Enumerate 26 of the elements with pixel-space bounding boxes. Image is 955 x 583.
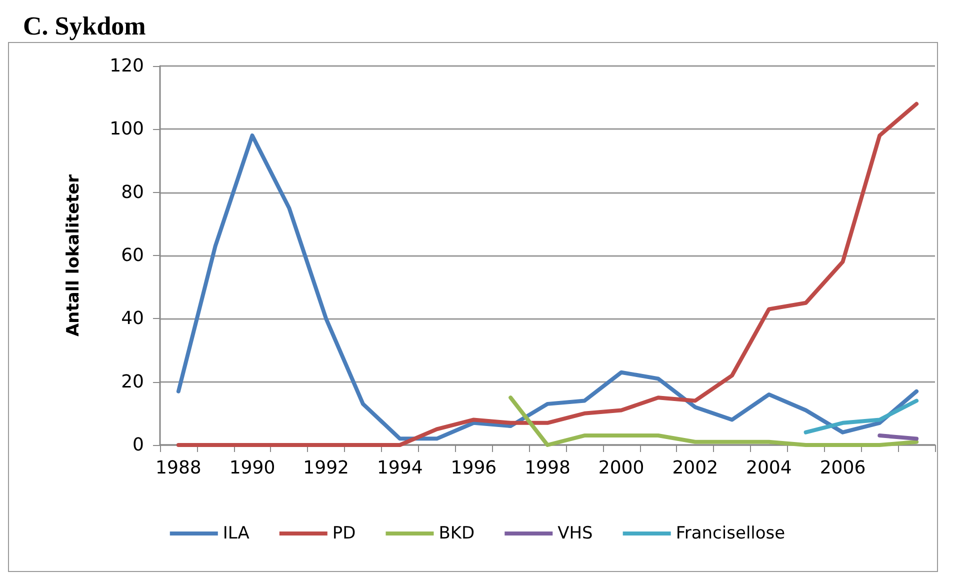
line-series xyxy=(804,398,919,434)
x-tick-label: 1992 xyxy=(303,458,349,478)
y-tick-label: 100 xyxy=(110,118,144,140)
x-tick-label: 2000 xyxy=(598,458,644,478)
legend-label: Francisellose xyxy=(676,524,786,544)
x-tick-label: 1990 xyxy=(229,458,276,478)
legend-label: BKD xyxy=(438,524,475,544)
legend-label: VHS xyxy=(558,524,593,544)
y-tick-label: 80 xyxy=(121,182,144,203)
y-tick-label: 60 xyxy=(121,245,144,266)
y-axis-title: Antall lokaliteter xyxy=(64,174,84,337)
legend-label: ILA xyxy=(222,524,250,544)
x-tick-label: 1996 xyxy=(450,458,497,478)
chart-title: C. Sykdom xyxy=(23,12,146,40)
x-tick-label: 2006 xyxy=(820,458,866,478)
x-tick-label: 1988 xyxy=(156,458,202,478)
x-tick-label: 2002 xyxy=(672,458,718,478)
x-tick-label: 1998 xyxy=(524,458,570,478)
legend-label: PD xyxy=(332,524,356,544)
x-tick-label: 2004 xyxy=(746,458,792,478)
x-tick-label: 1994 xyxy=(376,458,423,478)
y-tick-label: 0 xyxy=(132,434,144,456)
y-tick-label: 20 xyxy=(121,371,144,392)
y-tick-label: 40 xyxy=(121,308,144,330)
y-tick-label: 120 xyxy=(110,56,144,76)
line-series xyxy=(508,396,919,447)
